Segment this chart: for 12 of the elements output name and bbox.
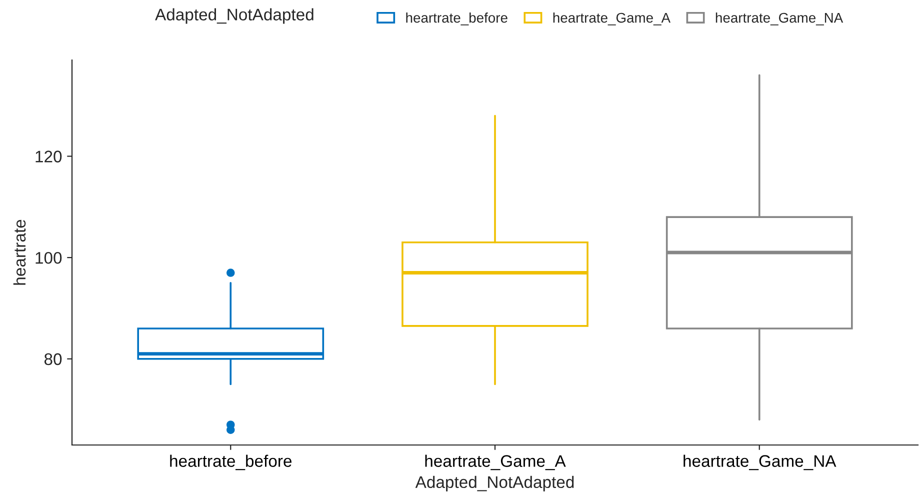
legend-label: heartrate_Game_NA [716,12,844,26]
y-tick-label: 100 [36,252,62,264]
legend-label: heartrate_before [406,12,508,26]
y-tick-label: 80 [44,353,62,366]
x-tick-label: heartrate_Game_NA [684,454,836,470]
x-tick-label: heartrate_Game_A [425,454,566,470]
y-axis-title: heartrate [13,220,26,285]
legend-title: Adapted_NotAdapted [155,8,314,24]
legend-label: heartrate_Game_A [553,12,670,26]
x-tick-label: heartrate_before [170,454,292,470]
y-tick-label: 120 [36,150,62,162]
x-axis-title: Adapted_NotAdapted [415,476,574,492]
